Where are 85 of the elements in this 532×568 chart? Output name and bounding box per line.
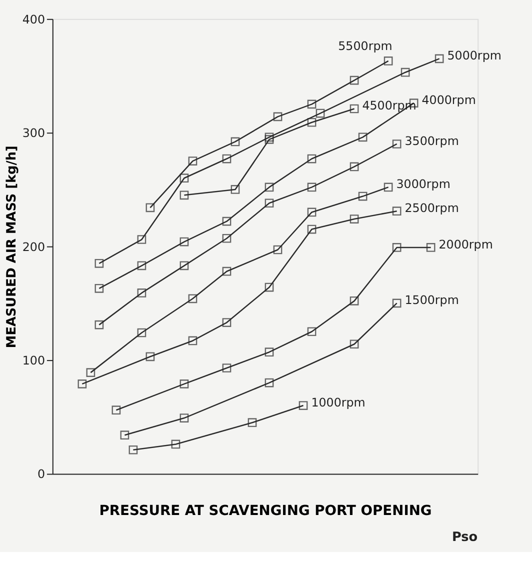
series-label: 5000rpm: [447, 48, 502, 63]
point: [350, 340, 359, 349]
point: [180, 190, 189, 200]
point: [137, 235, 146, 244]
point: [307, 182, 316, 192]
point: [188, 294, 198, 304]
point: [298, 401, 308, 410]
point: [230, 185, 240, 194]
point: [230, 137, 240, 146]
point: [222, 318, 232, 327]
point: [222, 216, 232, 226]
point: [146, 352, 155, 362]
point: [350, 104, 359, 114]
text: Pso: [452, 530, 478, 546]
point: [222, 234, 232, 243]
point: [222, 266, 232, 276]
series-label: 2500rpm: [404, 201, 459, 216]
point: [384, 182, 393, 192]
point: [434, 54, 444, 64]
point: [137, 328, 146, 338]
point: [112, 406, 121, 415]
point: [146, 203, 155, 212]
point: [307, 327, 316, 336]
point: [180, 237, 189, 246]
point: [180, 174, 189, 183]
point: [222, 154, 232, 164]
point: [350, 214, 359, 224]
point: [94, 258, 104, 268]
point: [350, 76, 359, 85]
point: [307, 208, 316, 217]
series-label: 1500rpm: [404, 293, 459, 308]
point: [180, 261, 189, 270]
point: [94, 284, 104, 293]
point: [273, 112, 282, 122]
point: [188, 336, 198, 346]
point: [426, 243, 436, 252]
series-label: 5500rpm: [338, 39, 392, 54]
point: [137, 261, 146, 270]
y-axis-title: MEASURED AIR MASS [kg/h]: [4, 146, 20, 348]
point: [222, 364, 232, 372]
series-label: 3500rpm: [404, 134, 459, 148]
point: [392, 298, 402, 308]
point: [137, 288, 146, 298]
point: [350, 162, 359, 172]
point: [264, 378, 274, 388]
point: [358, 192, 368, 201]
point: [94, 320, 104, 330]
point: [248, 418, 257, 428]
point: [128, 445, 138, 454]
point: [307, 154, 316, 164]
point: [180, 380, 189, 388]
point: [350, 296, 359, 306]
y-tick-label: 200: [22, 240, 45, 254]
point: [307, 224, 316, 234]
y-tick-label: 400: [22, 12, 45, 26]
point: [264, 348, 274, 357]
point: [264, 198, 274, 208]
point: [171, 440, 180, 449]
series-label: 3000rpm: [396, 177, 450, 192]
y-tick-label: 300: [22, 126, 45, 140]
x-axis-title: PRESSURE AT SCAVENGING PORT OPENING: [99, 502, 432, 519]
point: [384, 56, 393, 66]
point: [78, 380, 87, 388]
y-tick-label: 0: [37, 467, 45, 482]
y-tick-label: 100: [22, 354, 45, 368]
point: [264, 135, 274, 144]
point: [358, 132, 368, 142]
point: [307, 100, 316, 109]
point: [180, 414, 189, 422]
point: [264, 132, 274, 142]
point: [264, 282, 274, 292]
point: [392, 206, 402, 216]
point: [188, 156, 198, 166]
point: [316, 108, 325, 118]
point: [392, 140, 402, 148]
point: [264, 182, 274, 192]
series-label: 2000rpm: [438, 237, 493, 252]
point: [392, 243, 402, 252]
point: [273, 245, 282, 254]
point: [400, 68, 410, 77]
point: [86, 368, 96, 377]
series-label: 4000rpm: [422, 93, 476, 108]
point: [307, 118, 316, 127]
series-label: 1000rpm: [311, 396, 366, 410]
point: [120, 430, 130, 440]
